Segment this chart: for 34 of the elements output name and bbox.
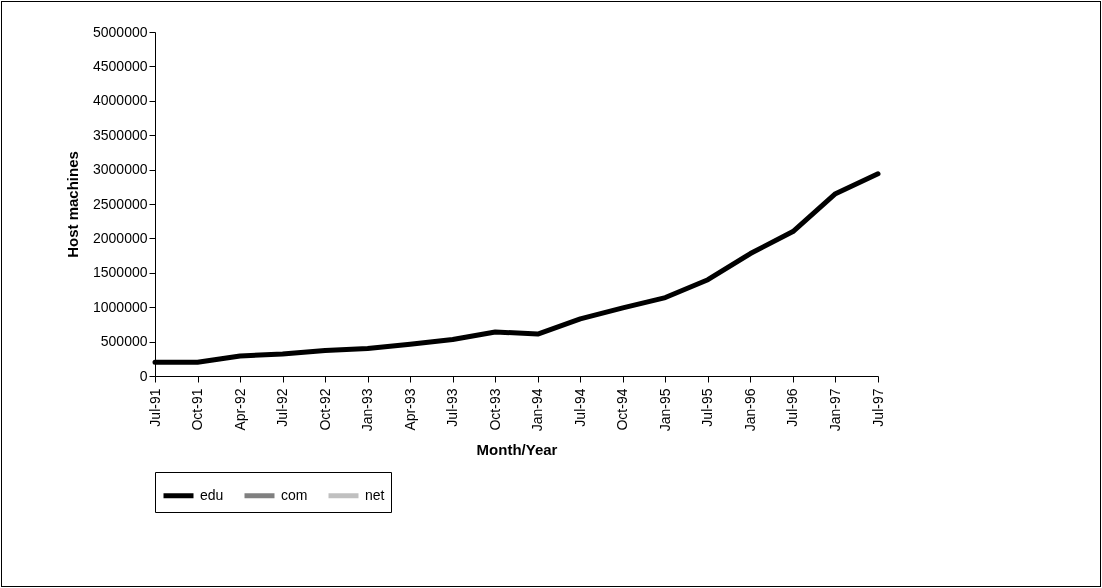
y-tick-label: 3500000 — [92, 126, 148, 143]
y-tick-label: 2500000 — [92, 195, 148, 212]
y-tick-label: 5000000 — [92, 23, 148, 40]
x-tick-label: Jan-97 — [826, 388, 843, 432]
y-tick-label: 0 — [139, 367, 148, 384]
y-tick-label: 4500000 — [92, 57, 148, 74]
y-tick-label: 500000 — [100, 333, 148, 350]
x-axis-title: Month/Year — [476, 441, 558, 459]
x-tick-label: Jul-96 — [784, 388, 801, 427]
x-tick-label: Oct-93 — [486, 388, 503, 431]
x-tick-label: Jan-94 — [529, 388, 546, 432]
x-tick-label: Jul-92 — [274, 388, 291, 427]
y-axis-title: Host machines — [64, 151, 81, 258]
x-tick-label: Oct-92 — [316, 388, 333, 431]
y-tick-label: 1500000 — [92, 264, 148, 281]
y-tick-label: 3000000 — [92, 161, 148, 178]
x-tick-label: Apr-92 — [231, 388, 248, 431]
x-tick-label: Jan-96 — [741, 388, 758, 432]
x-tick-label: Jul-95 — [699, 388, 716, 427]
x-tick-label: Jul-97 — [869, 388, 886, 427]
y-tick-label: 1000000 — [92, 298, 148, 315]
x-tick-label: Oct-94 — [614, 388, 631, 431]
x-tick-label: Jul-91 — [146, 388, 163, 427]
x-tick-label: Jul-94 — [571, 388, 588, 427]
x-tick-label: Apr-93 — [401, 388, 418, 431]
x-tick-label: Oct-91 — [189, 388, 206, 431]
legend-label: com — [281, 486, 308, 503]
x-tick-label: Jan-95 — [656, 388, 673, 432]
y-tick-label: 2000000 — [92, 229, 148, 246]
y-tick-label: 4000000 — [92, 92, 148, 109]
legend-label: edu — [200, 486, 224, 503]
legend-label: net — [365, 486, 385, 503]
x-tick-label: Jan-93 — [359, 388, 376, 432]
x-tick-label: Jul-93 — [444, 388, 461, 427]
